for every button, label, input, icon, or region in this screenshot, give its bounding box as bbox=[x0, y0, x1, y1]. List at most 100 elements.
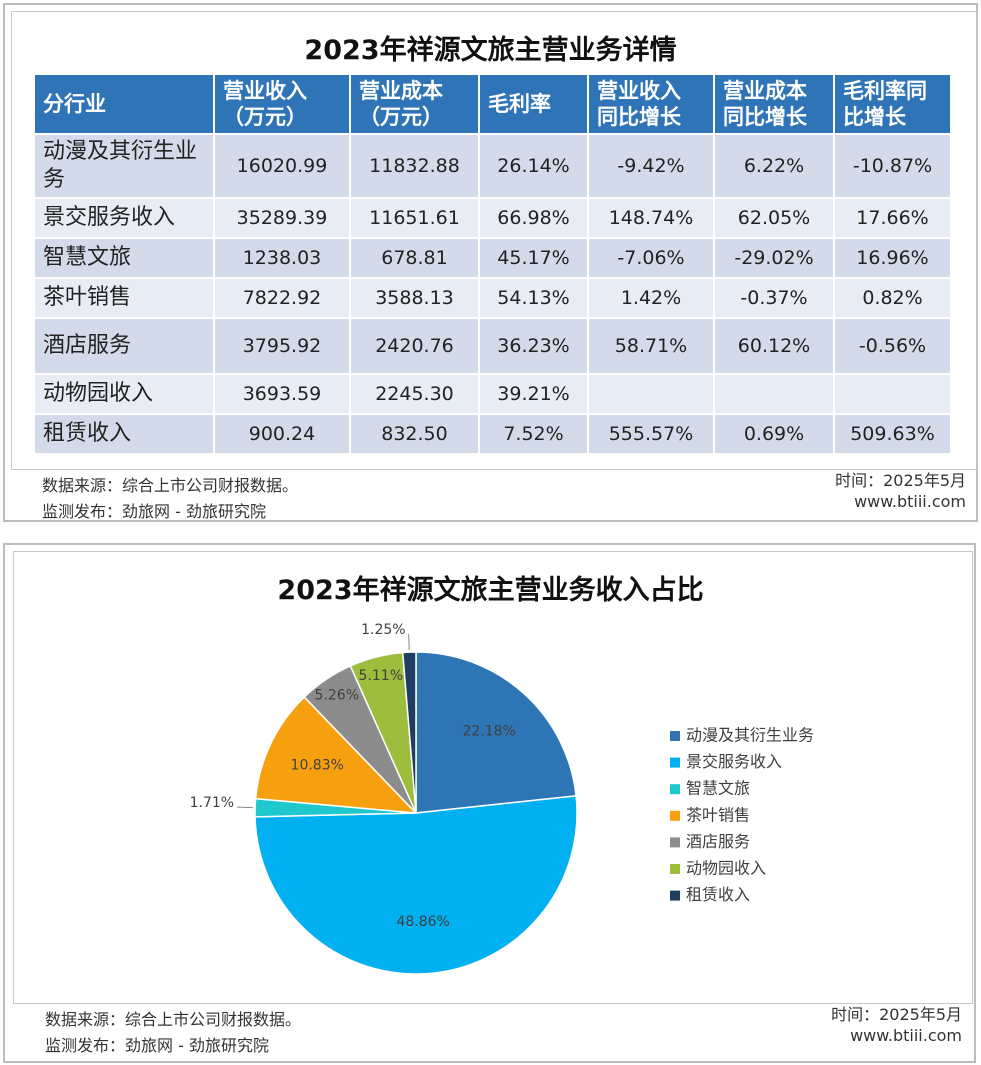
table-panel bbox=[3, 3, 978, 522]
data-label: 5.26% bbox=[315, 688, 359, 704]
table-row: 动物园收入 3693.59 2245.30 39.21% bbox=[33, 373, 952, 415]
table-cell: 60.12% bbox=[713, 317, 835, 375]
data-label: 48.86% bbox=[396, 914, 449, 930]
table-cell: -0.56% bbox=[833, 317, 952, 375]
table-cell: 66.98% bbox=[478, 197, 589, 239]
data-label: 22.18% bbox=[462, 724, 515, 740]
table-row: 智慧文旅 1238.03 678.81 45.17% -7.06% -29.02% 16.9… bbox=[33, 237, 952, 279]
leader-line bbox=[408, 634, 410, 651]
table-cell: 2245.30 bbox=[349, 373, 480, 415]
table-cell: 16.96% bbox=[833, 237, 952, 279]
legend-label: 茶叶销售 bbox=[686, 805, 750, 824]
table-cell: 16020.99 bbox=[213, 133, 351, 199]
legend-label: 酒店服务 bbox=[686, 832, 750, 851]
source-note: 数据来源：综合上市公司财报数据。 bbox=[42, 476, 299, 495]
table-cell: 678.81 bbox=[349, 237, 480, 279]
table-cell: -9.42% bbox=[587, 133, 715, 199]
table-cell: 509.63% bbox=[833, 413, 952, 455]
table-cell: -0.37% bbox=[713, 277, 835, 319]
table-cell: 2420.76 bbox=[349, 317, 480, 375]
legend-swatch bbox=[670, 864, 680, 874]
table-cell: 7822.92 bbox=[213, 277, 351, 319]
table-cell: 酒店服务 bbox=[33, 317, 215, 375]
table-cell bbox=[587, 373, 715, 415]
table-cell: 7.52% bbox=[478, 413, 589, 455]
time-note: 时间：2025年5月 bbox=[831, 1005, 962, 1024]
legend-swatch bbox=[670, 757, 680, 768]
header-cell: 分行业 bbox=[33, 73, 215, 135]
table-cell: 832.50 bbox=[349, 413, 480, 455]
table-cell: 36.23% bbox=[478, 317, 589, 375]
data-label: 5.11% bbox=[359, 668, 403, 684]
pie-slice bbox=[254, 696, 418, 814]
data-label: 1.71% bbox=[190, 795, 234, 811]
table-cell: 0.69% bbox=[713, 413, 835, 455]
table-cell: -7.06% bbox=[587, 237, 715, 279]
header-cell: 营业成本 （万元） bbox=[349, 73, 480, 135]
table-cell: 1.42% bbox=[587, 277, 715, 319]
legend-label: 动物园收入 bbox=[686, 859, 766, 878]
legend-swatch bbox=[670, 784, 680, 795]
leader-line bbox=[237, 806, 254, 809]
table-row: 酒店服务 3795.92 2420.76 36.23% 58.71% 60.12% -0.5… bbox=[33, 317, 952, 375]
table-cell: 6.22% bbox=[713, 133, 835, 199]
pie-slice bbox=[415, 651, 577, 814]
legend-label: 智慧文旅 bbox=[686, 779, 750, 798]
header-cell: 营业成本 同比增长 bbox=[713, 73, 835, 135]
table-cell: 54.13% bbox=[478, 277, 589, 319]
pie-slice bbox=[254, 794, 578, 975]
table-cell: 35289.39 bbox=[213, 197, 351, 239]
table-cell: 动物园收入 bbox=[33, 373, 215, 415]
pie-slice bbox=[401, 651, 417, 814]
header-cell: 营业收入 （万元） bbox=[213, 73, 351, 135]
legend-swatch bbox=[670, 731, 680, 741]
chart-frame bbox=[13, 551, 973, 1004]
publisher-note: 监测发布：劲旅网 - 劲旅研究院 bbox=[42, 502, 266, 521]
table-cell bbox=[713, 373, 835, 415]
table-cell: 58.71% bbox=[587, 317, 715, 375]
table-row: 景交服务收入 35289.39 11651.61 66.98% 148.74% 62.05… bbox=[33, 197, 952, 239]
table-cell: 17.66% bbox=[833, 197, 952, 239]
table-cell: 3693.59 bbox=[213, 373, 351, 415]
table-cell: -10.87% bbox=[833, 133, 952, 199]
site-note: www.btiii.com bbox=[854, 492, 966, 511]
table-cell: 3795.92 bbox=[213, 317, 351, 375]
table-cell: 62.05% bbox=[713, 197, 835, 239]
table-cell: -29.02% bbox=[713, 237, 835, 279]
table-cell: 26.14% bbox=[478, 133, 589, 199]
chart-title: 2023年祥源文旅主营业务收入占比 bbox=[277, 575, 704, 606]
legend-label: 租赁收入 bbox=[686, 885, 750, 904]
header-cell: 毛利率 bbox=[478, 73, 589, 135]
table-row: 租赁收入 900.24 832.50 7.52% 555.57% 0.69% 509.63% bbox=[33, 413, 952, 455]
header-cell: 营业收入 同比增长 bbox=[587, 73, 715, 135]
table-cell: 11651.61 bbox=[349, 197, 480, 239]
table-cell: 租赁收入 bbox=[33, 413, 215, 455]
table-cell: 1238.03 bbox=[213, 237, 351, 279]
chart-panel bbox=[3, 543, 976, 1063]
table-cell: 动漫及其衍生业务 bbox=[33, 133, 215, 199]
table-title: 2023年祥源文旅主营业务详情 bbox=[304, 35, 677, 66]
header-cell: 毛利率同 比增长 bbox=[833, 73, 952, 135]
table-cell: 11832.88 bbox=[349, 133, 480, 199]
table-cell bbox=[833, 373, 952, 415]
source-note: 数据来源：综合上市公司财报数据。 bbox=[45, 1010, 302, 1029]
legend-swatch bbox=[670, 890, 680, 901]
table-cell: 900.24 bbox=[213, 413, 351, 455]
table-cell: 45.17% bbox=[478, 237, 589, 279]
legend-label: 动漫及其衍生业务 bbox=[686, 726, 814, 745]
data-table: 分行业 营业收入 （万元） 营业成本 （万元） 毛利率 营业收入 同比增长 营业成本 同比… bbox=[33, 73, 952, 455]
table-cell: 39.21% bbox=[478, 373, 589, 415]
time-note: 时间：2025年5月 bbox=[835, 471, 966, 490]
legend-swatch bbox=[670, 837, 680, 848]
table-cell: 148.74% bbox=[587, 197, 715, 239]
table-frame bbox=[11, 11, 977, 470]
legend-label: 景交服务收入 bbox=[686, 752, 782, 771]
table-row: 动漫及其衍生业务 16020.99 11832.88 26.14% -9.42% 6.22… bbox=[33, 133, 952, 199]
table-cell: 0.82% bbox=[833, 277, 952, 319]
table-cell: 3588.13 bbox=[349, 277, 480, 319]
data-label: 1.25% bbox=[361, 622, 405, 638]
table-cell: 智慧文旅 bbox=[33, 237, 215, 279]
table-cell: 景交服务收入 bbox=[33, 197, 215, 239]
